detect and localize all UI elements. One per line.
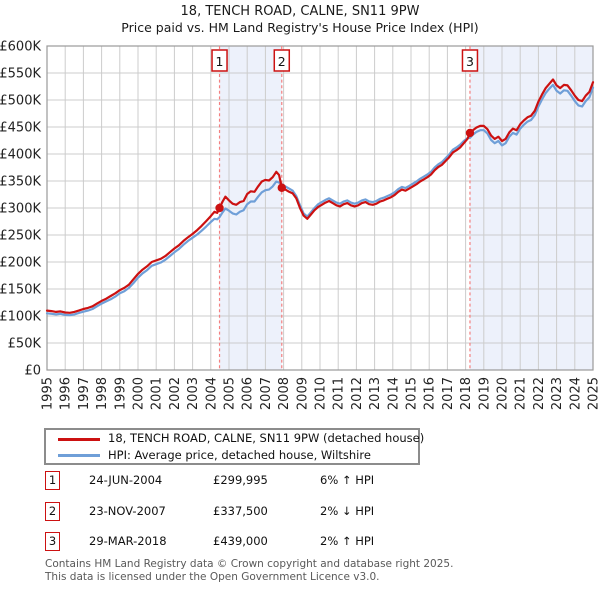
transaction-hpi-delta: 2% ↑ HPI [320,534,375,548]
transaction-dot [465,128,475,138]
table-row: 2 23-NOV-2007 £337,500 2% ↓ HPI [45,501,565,533]
x-tick-label: 2007 [259,377,274,410]
marker-number: 1 [216,54,224,69]
y-axis-labels: £0 £50K £100K £150K £200K £250K £300K £350K £400… [0,40,41,379]
property-line-swatch [58,438,100,441]
transaction-hpi-delta: 2% ↓ HPI [320,503,375,518]
y-tick-label: £500K [0,94,41,109]
legend-item-property: 18, TENCH ROAD, CALNE, SN11 9PW (detache… [46,430,424,447]
x-tick-label: 2017 [441,377,456,410]
x-tick-label: 2025 [587,377,600,410]
x-tick-label: 2019 [477,377,492,410]
transaction-number-markers: 1 2 3 [211,49,479,72]
x-axis-labels: 1995 1996 1997 1998 1999 2000 2001 2002 2003 2004… [41,377,600,410]
y-tick-label: £200K [0,256,41,271]
page-subtitle: Price paid vs. HM Land Registry's House … [121,20,479,35]
table-row: 1 24-JUN-2004 £299,995 6% ↑ HPI [45,471,565,502]
y-tick-label: £400K [0,148,41,163]
transaction-dot [277,183,286,192]
footer-line-2: This data is licensed under the Open Gov… [45,570,380,583]
y-tick-label: £0 [24,364,41,379]
y-tick-label: £350K [0,175,41,190]
marker-box [211,49,228,72]
x-tick-label: 2024 [568,377,583,410]
chart-title-block: 18, TENCH ROAD, CALNE, SN11 9PW Price pa… [0,3,600,36]
transaction-date: 24-JUN-2004 [89,473,163,487]
x-tick-label: 1997 [77,377,92,410]
x-tick-label: 2010 [314,377,329,410]
license-footer: Contains HM Land Registry data © Crown c… [45,558,585,583]
x-tick-label: 2016 [423,377,438,410]
x-tick-label: 2008 [277,377,292,410]
y-tick-label: £550K [0,67,41,82]
transaction-dots [215,128,475,213]
x-tick-label: 2006 [241,377,256,410]
chart-legend: 18, TENCH ROAD, CALNE, SN11 9PW (detache… [44,428,424,465]
hpi-line-swatch [58,454,100,457]
y-tick-label: £300K [0,202,41,217]
x-tick-label: 2009 [295,377,310,410]
footer-line-1: Contains HM Land Registry data © Crown c… [45,558,454,570]
property-price-line [45,78,595,314]
x-tick-label: 2002 [168,377,183,410]
transaction-price: £439,000 [213,534,268,548]
y-tick-label: £250K [0,229,41,244]
page-title: 18, TENCH ROAD, CALNE, SN11 9PW [180,4,420,19]
transaction-hpi-delta: 6% ↑ HPI [320,473,375,487]
transaction-number-badge: 2 [45,501,60,521]
x-tick-label: 2005 [223,377,238,410]
x-tick-label: 1998 [95,377,110,410]
x-tick-label: 2020 [496,377,511,410]
legend-item-hpi: HPI: Average price, detached house, Wilt… [46,447,418,464]
price-history-chart: 1 2 3£0£50K£100K£150K£200K£250K£300K£350K£… [0,40,600,411]
x-tick-label: 2018 [459,377,474,410]
x-tick-label: 2013 [368,377,383,410]
x-tick-label: 2000 [132,377,147,410]
x-tick-label: 2022 [532,377,547,410]
y-tick-label: £50K [8,337,42,352]
marker-box [273,49,291,72]
marker-number: 3 [466,54,474,69]
transaction-price: £337,500 [213,503,268,518]
transactions-table: 1 24-JUN-2004 £299,995 6% ↑ HPI 2 23-NOV… [45,471,565,563]
marker-number: 2 [278,54,286,69]
transaction-event-lines [218,46,471,370]
y-tick-label: £600K [0,40,41,55]
transaction-date: 29-MAR-2018 [89,534,167,548]
y-tick-label: £450K [0,121,41,136]
hpi-line [45,83,595,317]
transaction-number-badge: 3 [45,532,60,551]
plot-border [46,45,594,371]
x-tick-label: 1995 [41,377,56,410]
legend-label-property: 18, TENCH ROAD, CALNE, SN11 9PW (detache… [108,431,425,445]
transaction-number-badge: 1 [45,471,60,490]
marker-box [461,49,479,72]
x-tick-label: 2023 [550,377,565,410]
x-tick-label: 2015 [405,377,420,410]
transaction-dot [215,203,224,213]
legend-label-hpi: HPI: Average price, detached house, Wilt… [108,448,371,462]
transaction-date: 23-NOV-2007 [89,503,166,518]
x-tick-label: 1996 [59,377,74,410]
x-tick-label: 2021 [514,377,529,410]
transaction-price: £299,995 [213,473,268,487]
x-tick-label: 2012 [350,377,365,410]
x-tick-label: 2003 [186,377,201,410]
x-tick-label: 2014 [386,377,401,410]
y-tick-label: £150K [0,283,41,298]
x-tick-label: 2001 [150,377,165,410]
table-row: 3 29-MAR-2018 £439,000 2% ↑ HPI [45,532,565,563]
x-tick-label: 2004 [204,377,219,410]
x-tick-label: 1999 [113,377,128,410]
y-tick-label: £100K [0,310,41,325]
x-tick-label: 2011 [332,377,347,410]
